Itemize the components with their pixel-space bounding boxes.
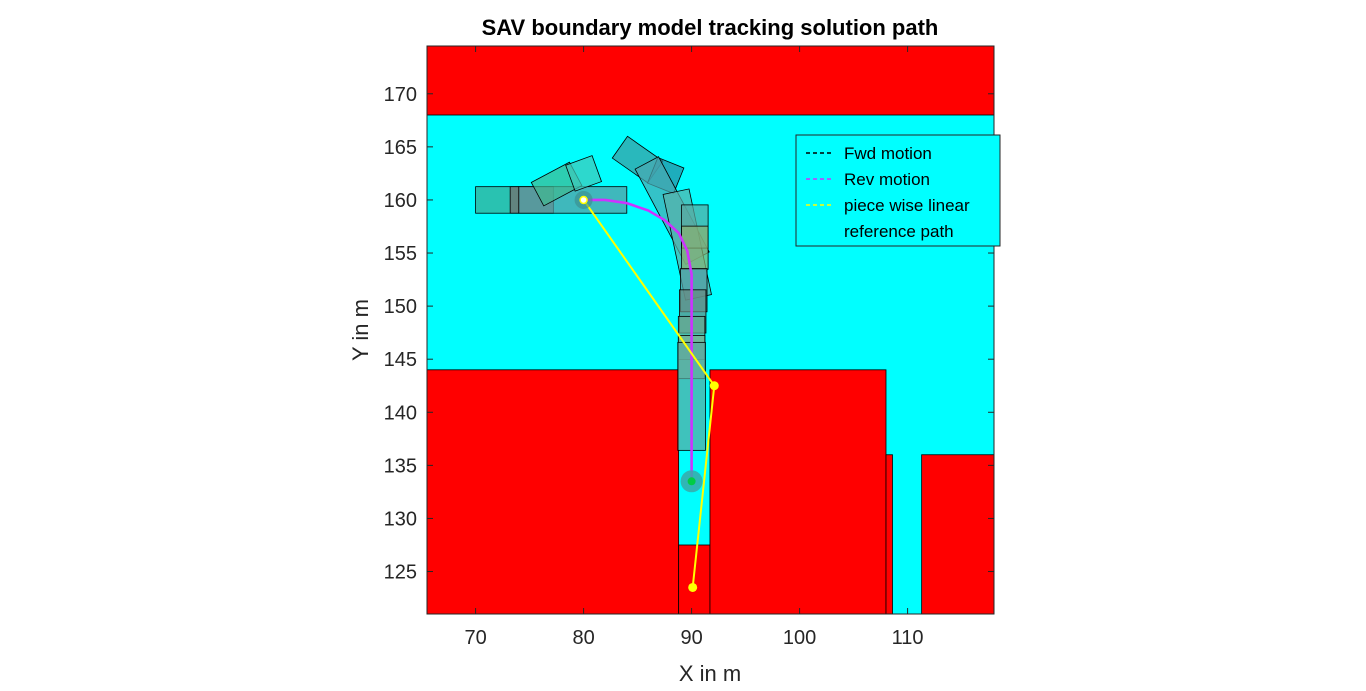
x-tick-label: 90: [680, 627, 702, 649]
x-tick-label: 70: [464, 627, 486, 649]
obstacle-region-0: [427, 46, 994, 116]
x-tick-label: 110: [892, 627, 924, 649]
obstacles-layer: [427, 46, 994, 614]
obstacle-region-4: [885, 454, 893, 614]
plot-frame: [426, 45, 995, 615]
legend-label-fwd: Fwd motion: [844, 144, 932, 163]
y-axis-label: Y in m: [348, 299, 373, 361]
series-line-1: [583, 198, 693, 482]
y-tick-label: 150: [384, 296, 417, 318]
y-tick-label: 145: [384, 349, 417, 371]
y-tick-label: 170: [384, 84, 417, 106]
vehicle-footprint-4: [565, 155, 603, 192]
goal-marker: [687, 477, 696, 486]
y-tick-label: 160: [384, 190, 417, 212]
legend-label-ref-cont: reference path: [844, 222, 954, 241]
y-axis-ticks: 125 130 135 140 145 150 155 160 165 170: [384, 84, 994, 584]
reference-node-2: [709, 381, 719, 391]
reference-node-3: [688, 582, 698, 592]
x-tick-label: 80: [572, 627, 594, 649]
x-tick-label: 100: [783, 627, 816, 649]
x-axis-label: X in m: [679, 661, 741, 686]
obstacle-region-3: [709, 369, 887, 614]
y-tick-label: 130: [384, 508, 417, 530]
y-tick-label: 140: [384, 402, 417, 424]
markers-layer: [574, 190, 719, 592]
y-tick-label: 155: [384, 243, 417, 265]
y-tick-label: 135: [384, 455, 417, 477]
chart-title: SAV boundary model tracking solution pat…: [482, 15, 939, 40]
y-tick-label: 165: [384, 137, 417, 159]
legend-label-rev: Rev motion: [844, 170, 930, 189]
obstacle-region-5: [921, 454, 994, 614]
legend: Fwd motion Rev motion piece wise linear …: [795, 134, 1001, 247]
start-marker: [579, 195, 588, 205]
obstacle-region-1: [427, 369, 680, 614]
x-axis-ticks: 70 80 90 100 110: [464, 46, 924, 649]
y-tick-label: 125: [384, 562, 417, 584]
legend-label-ref: piece wise linear: [844, 196, 970, 215]
